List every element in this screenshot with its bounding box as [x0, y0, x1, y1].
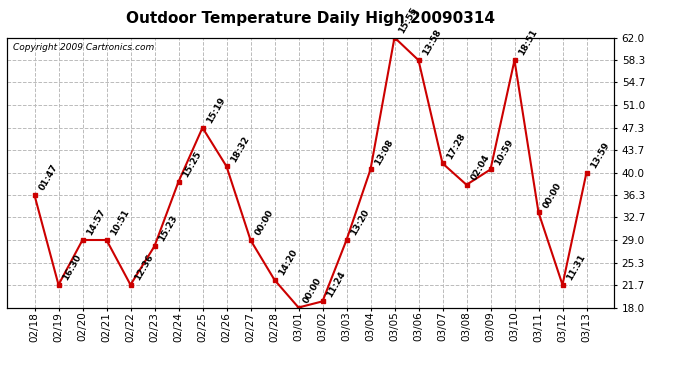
- Text: 13:08: 13:08: [373, 138, 395, 166]
- Text: 16:30: 16:30: [61, 253, 83, 282]
- Text: 15:55: 15:55: [397, 5, 420, 35]
- Text: 18:32: 18:32: [229, 134, 251, 164]
- Text: 00:00: 00:00: [541, 181, 563, 210]
- Text: 10:51: 10:51: [109, 208, 131, 237]
- Text: Copyright 2009 Cartronics.com: Copyright 2009 Cartronics.com: [13, 43, 155, 52]
- Text: 18:51: 18:51: [518, 28, 540, 57]
- Text: Outdoor Temperature Daily High 20090314: Outdoor Temperature Daily High 20090314: [126, 11, 495, 26]
- Text: 00:00: 00:00: [302, 276, 323, 305]
- Text: 11:24: 11:24: [325, 269, 348, 298]
- Text: 13:20: 13:20: [349, 208, 371, 237]
- Text: 15:19: 15:19: [206, 96, 228, 125]
- Text: 15:23: 15:23: [157, 214, 179, 243]
- Text: 14:20: 14:20: [277, 248, 299, 277]
- Text: 10:59: 10:59: [493, 137, 515, 166]
- Text: 14:57: 14:57: [86, 208, 108, 237]
- Text: 15:25: 15:25: [181, 150, 204, 179]
- Text: 00:00: 00:00: [253, 209, 275, 237]
- Text: 13:59: 13:59: [589, 140, 611, 170]
- Text: 17:28: 17:28: [445, 131, 467, 160]
- Text: 11:31: 11:31: [565, 253, 587, 282]
- Text: 13:58: 13:58: [422, 28, 444, 57]
- Text: 02:04: 02:04: [469, 153, 491, 182]
- Text: 12:36: 12:36: [133, 253, 155, 282]
- Text: 01:47: 01:47: [37, 163, 59, 192]
